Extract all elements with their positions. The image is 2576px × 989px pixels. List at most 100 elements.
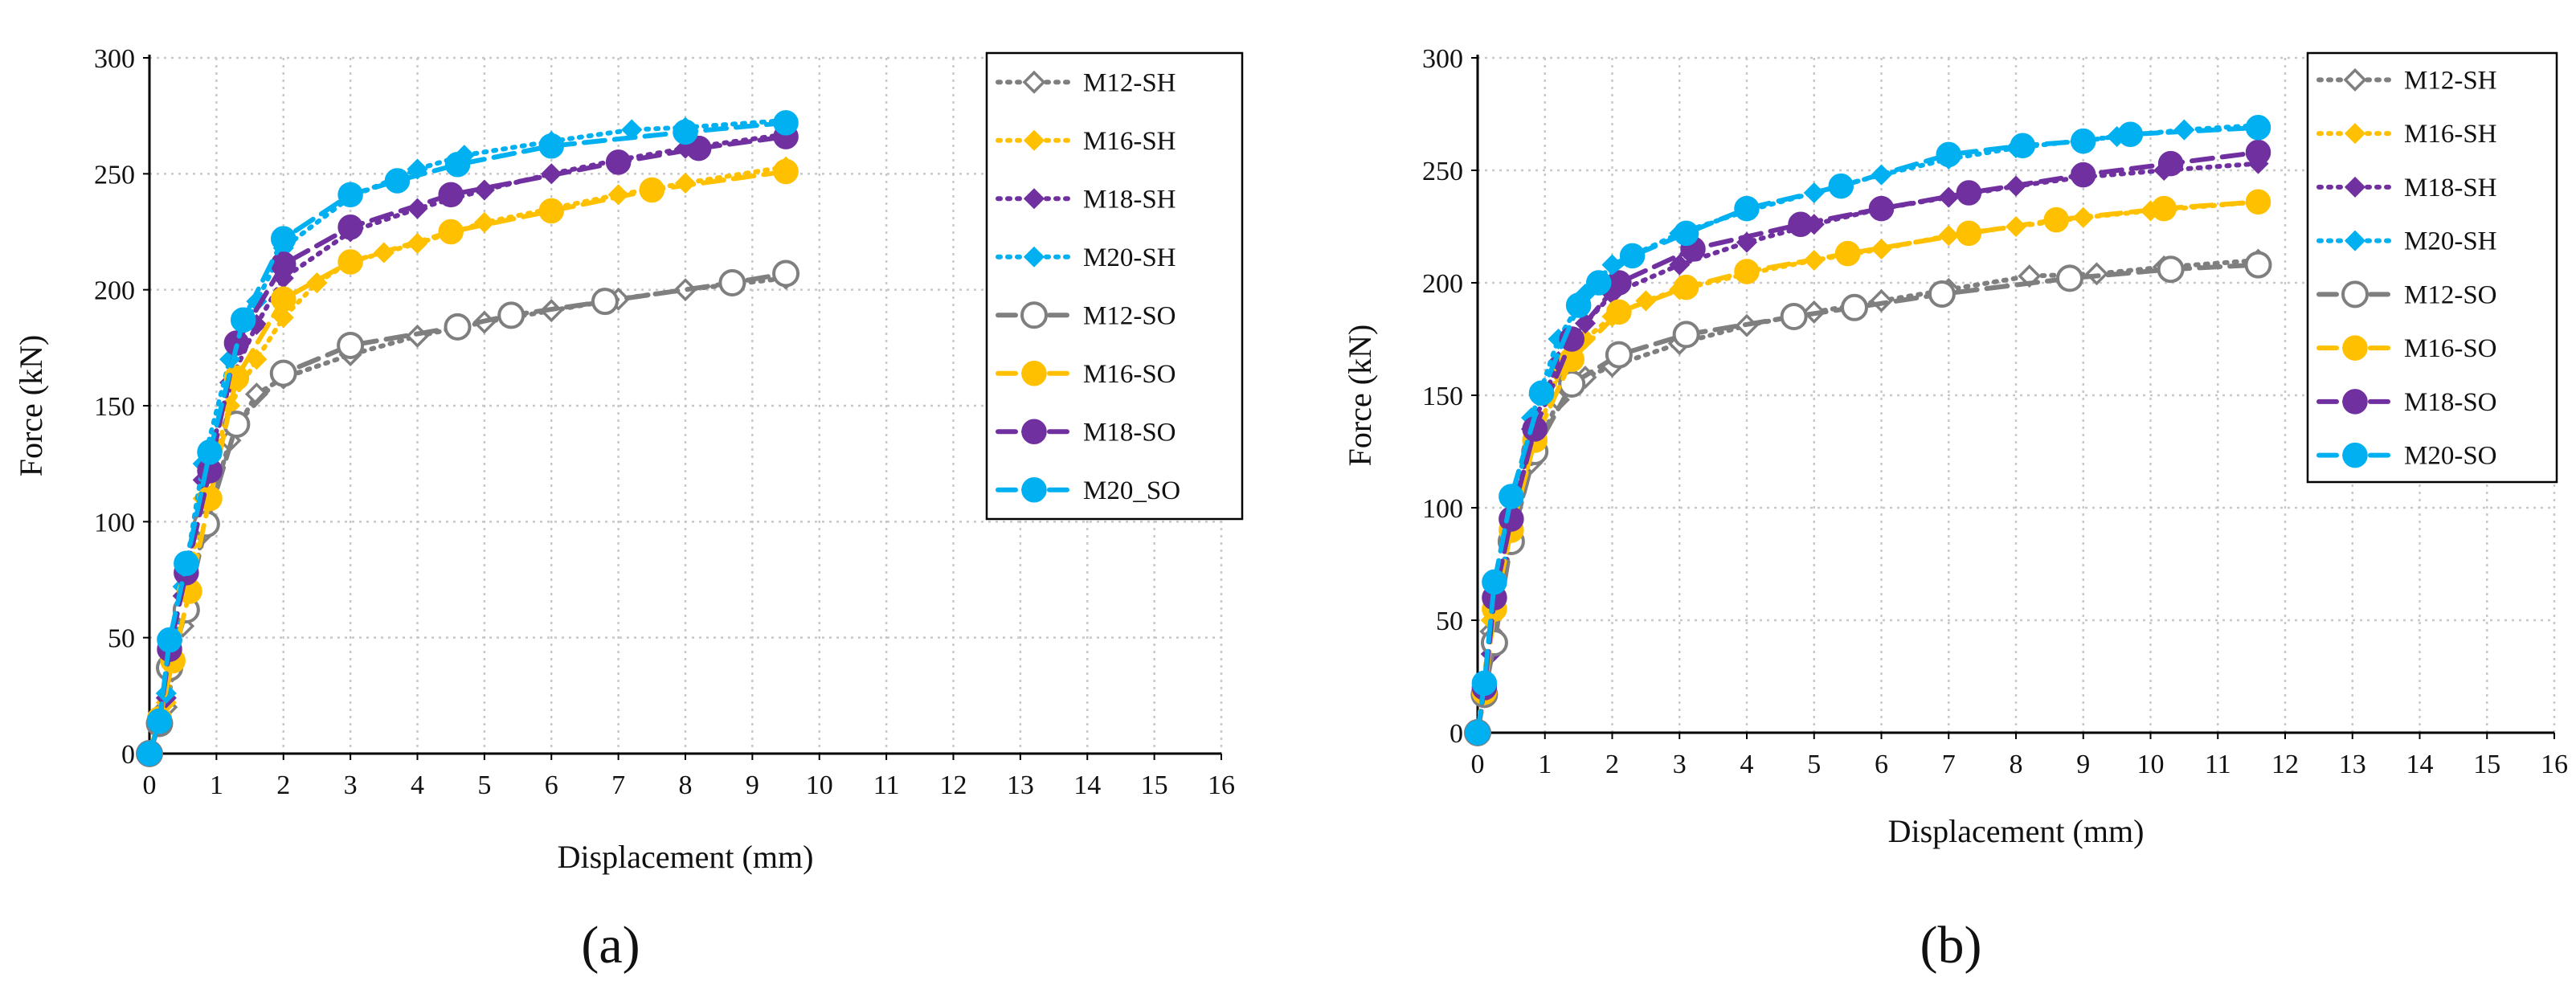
data-point-m18-so bbox=[337, 214, 363, 240]
legend-item-m12-so: M12-SO bbox=[996, 301, 1176, 330]
data-point-m20-so bbox=[1482, 569, 1507, 595]
legend-label: M20-SH bbox=[2404, 227, 2497, 256]
legend-swatch-marker bbox=[2342, 335, 2368, 361]
series-line-m20-sh bbox=[147, 117, 789, 756]
series-line-m16-so bbox=[147, 169, 789, 756]
data-point-m12-so bbox=[1841, 293, 1868, 321]
legend-item-m20-sh: M20-SH bbox=[996, 243, 1176, 272]
data-point-m18-so bbox=[1788, 211, 1813, 237]
legend-item-m12-so: M12-SO bbox=[2316, 280, 2497, 309]
data-point-m12-so bbox=[2056, 264, 2083, 292]
data-point-m20-so bbox=[2010, 133, 2036, 158]
legend-item-m18-so: M18-SO bbox=[996, 418, 1176, 447]
x-tick-label: 4 bbox=[411, 770, 424, 800]
data-point-m20-so bbox=[1673, 220, 1699, 247]
legend-label: M16-SO bbox=[1083, 360, 1176, 389]
x-tick-label: 12 bbox=[2271, 750, 2299, 779]
x-tick-label: 0 bbox=[143, 770, 157, 800]
y-tick-label: 200 bbox=[94, 276, 135, 306]
x-tick-label: 7 bbox=[611, 770, 625, 800]
data-point-m16-so bbox=[2245, 189, 2271, 215]
legend-label: M12-SH bbox=[2404, 66, 2497, 95]
legend-swatch-marker bbox=[1020, 301, 1048, 329]
data-point-m20-so bbox=[1734, 195, 1760, 222]
data-point-m20-so bbox=[1499, 484, 1524, 509]
x-tick-label: 5 bbox=[477, 770, 491, 800]
legend-swatch-marker bbox=[2343, 67, 2367, 92]
x-tick-label: 12 bbox=[940, 770, 967, 800]
legend-swatch-marker bbox=[2344, 123, 2366, 145]
series-m16-sh bbox=[138, 156, 797, 765]
x-tick-label: 8 bbox=[679, 770, 693, 800]
legend-label: M18-SH bbox=[2404, 174, 2497, 202]
x-tick-label: 14 bbox=[2406, 750, 2434, 779]
y-tick-label: 300 bbox=[1422, 44, 1463, 74]
data-point-m20-so bbox=[197, 439, 223, 465]
x-tick-label: 15 bbox=[2473, 750, 2500, 779]
legend-swatch-marker bbox=[2344, 230, 2366, 251]
data-point-m12-so bbox=[2157, 255, 2185, 284]
legend-item-m16-so: M16-SO bbox=[996, 360, 1176, 389]
data-point-m20-so bbox=[1619, 243, 1646, 269]
x-tick-label: 3 bbox=[344, 770, 358, 800]
data-point-m12-so bbox=[497, 301, 525, 329]
series-line-m20-so bbox=[147, 120, 789, 756]
data-point-m20-so bbox=[137, 741, 162, 766]
legend-swatch-marker bbox=[1022, 70, 1046, 94]
legend-item-m12-sh: M12-SH bbox=[2316, 66, 2497, 95]
series-line-m20-so bbox=[1475, 125, 2261, 735]
x-tick-label: 13 bbox=[2339, 750, 2366, 779]
y-tick-label: 50 bbox=[1436, 607, 1463, 636]
legend-item-m12-sh: M12-SH bbox=[996, 68, 1176, 97]
data-point-m12-so bbox=[1780, 303, 1808, 330]
y-axis-title: Force (kN) bbox=[1342, 325, 1378, 467]
data-point-m12-so bbox=[444, 313, 472, 341]
series-m20-so bbox=[137, 110, 799, 766]
x-tick-label: 1 bbox=[1538, 750, 1552, 779]
legend-label: M12-SO bbox=[1083, 301, 1176, 330]
x-axis-title: Displacement (mm) bbox=[1888, 813, 2145, 849]
x-tick-label: 5 bbox=[1807, 750, 1821, 779]
x-tick-label: 4 bbox=[1740, 750, 1754, 779]
legend-label: M16-SH bbox=[2404, 120, 2497, 149]
x-tick-label: 11 bbox=[873, 770, 900, 800]
legend: M12-SH M16-SH M18-SH M20-SH M12-SO M16-SO M18-… bbox=[2306, 51, 2558, 484]
series-m18-sh bbox=[138, 124, 797, 765]
data-point-m20-so bbox=[271, 226, 296, 251]
y-axis-title: Force (kN) bbox=[13, 335, 49, 477]
x-tick-label: 15 bbox=[1141, 770, 1168, 800]
x-tick-label: 10 bbox=[806, 770, 833, 800]
legend-swatch-marker bbox=[1023, 246, 1045, 268]
data-point-m16-so bbox=[223, 365, 250, 391]
series-line-m18-sh bbox=[1475, 161, 2261, 735]
data-point-m20-so bbox=[157, 627, 182, 653]
data-point-m20-so bbox=[1471, 670, 1498, 697]
data-point-m16-so bbox=[773, 158, 799, 185]
data-point-m20-so bbox=[444, 152, 471, 178]
x-tick-label: 16 bbox=[1208, 770, 1235, 800]
data-point-m20-so bbox=[2245, 115, 2271, 141]
legend-label: M18-SO bbox=[1083, 418, 1176, 447]
legend-label: M20-SH bbox=[1083, 243, 1176, 272]
data-point-m18-sh bbox=[1669, 254, 1691, 276]
data-point-m16-so bbox=[1606, 299, 1632, 325]
x-tick-label: 1 bbox=[210, 770, 223, 800]
legend-item-m16-so: M16-SO bbox=[2316, 334, 2497, 363]
legend-swatch-marker bbox=[1023, 129, 1045, 151]
data-point-m18-so bbox=[2245, 139, 2271, 166]
chart-panel-a: 0 1 2 3 4 5 6 7 8 9 10 11 12 13 14 15 160501001502002503… bbox=[13, 44, 1244, 875]
y-tick-label: 200 bbox=[1422, 269, 1463, 299]
data-point-m20-so bbox=[1828, 173, 1854, 199]
x-tick-label: 2 bbox=[276, 770, 290, 800]
data-point-m20-so bbox=[230, 307, 256, 333]
data-point-m16-so bbox=[271, 286, 296, 312]
data-point-m16-so bbox=[2151, 195, 2177, 222]
data-point-m16-so bbox=[2043, 206, 2069, 233]
legend-swatch-marker bbox=[2342, 389, 2368, 415]
x-tick-label: 2 bbox=[1605, 750, 1619, 779]
y-tick-label: 100 bbox=[1422, 494, 1463, 524]
data-point-m12-so bbox=[1605, 341, 1633, 369]
legend-swatch-marker bbox=[1021, 419, 1047, 444]
x-tick-label: 0 bbox=[1471, 750, 1485, 779]
